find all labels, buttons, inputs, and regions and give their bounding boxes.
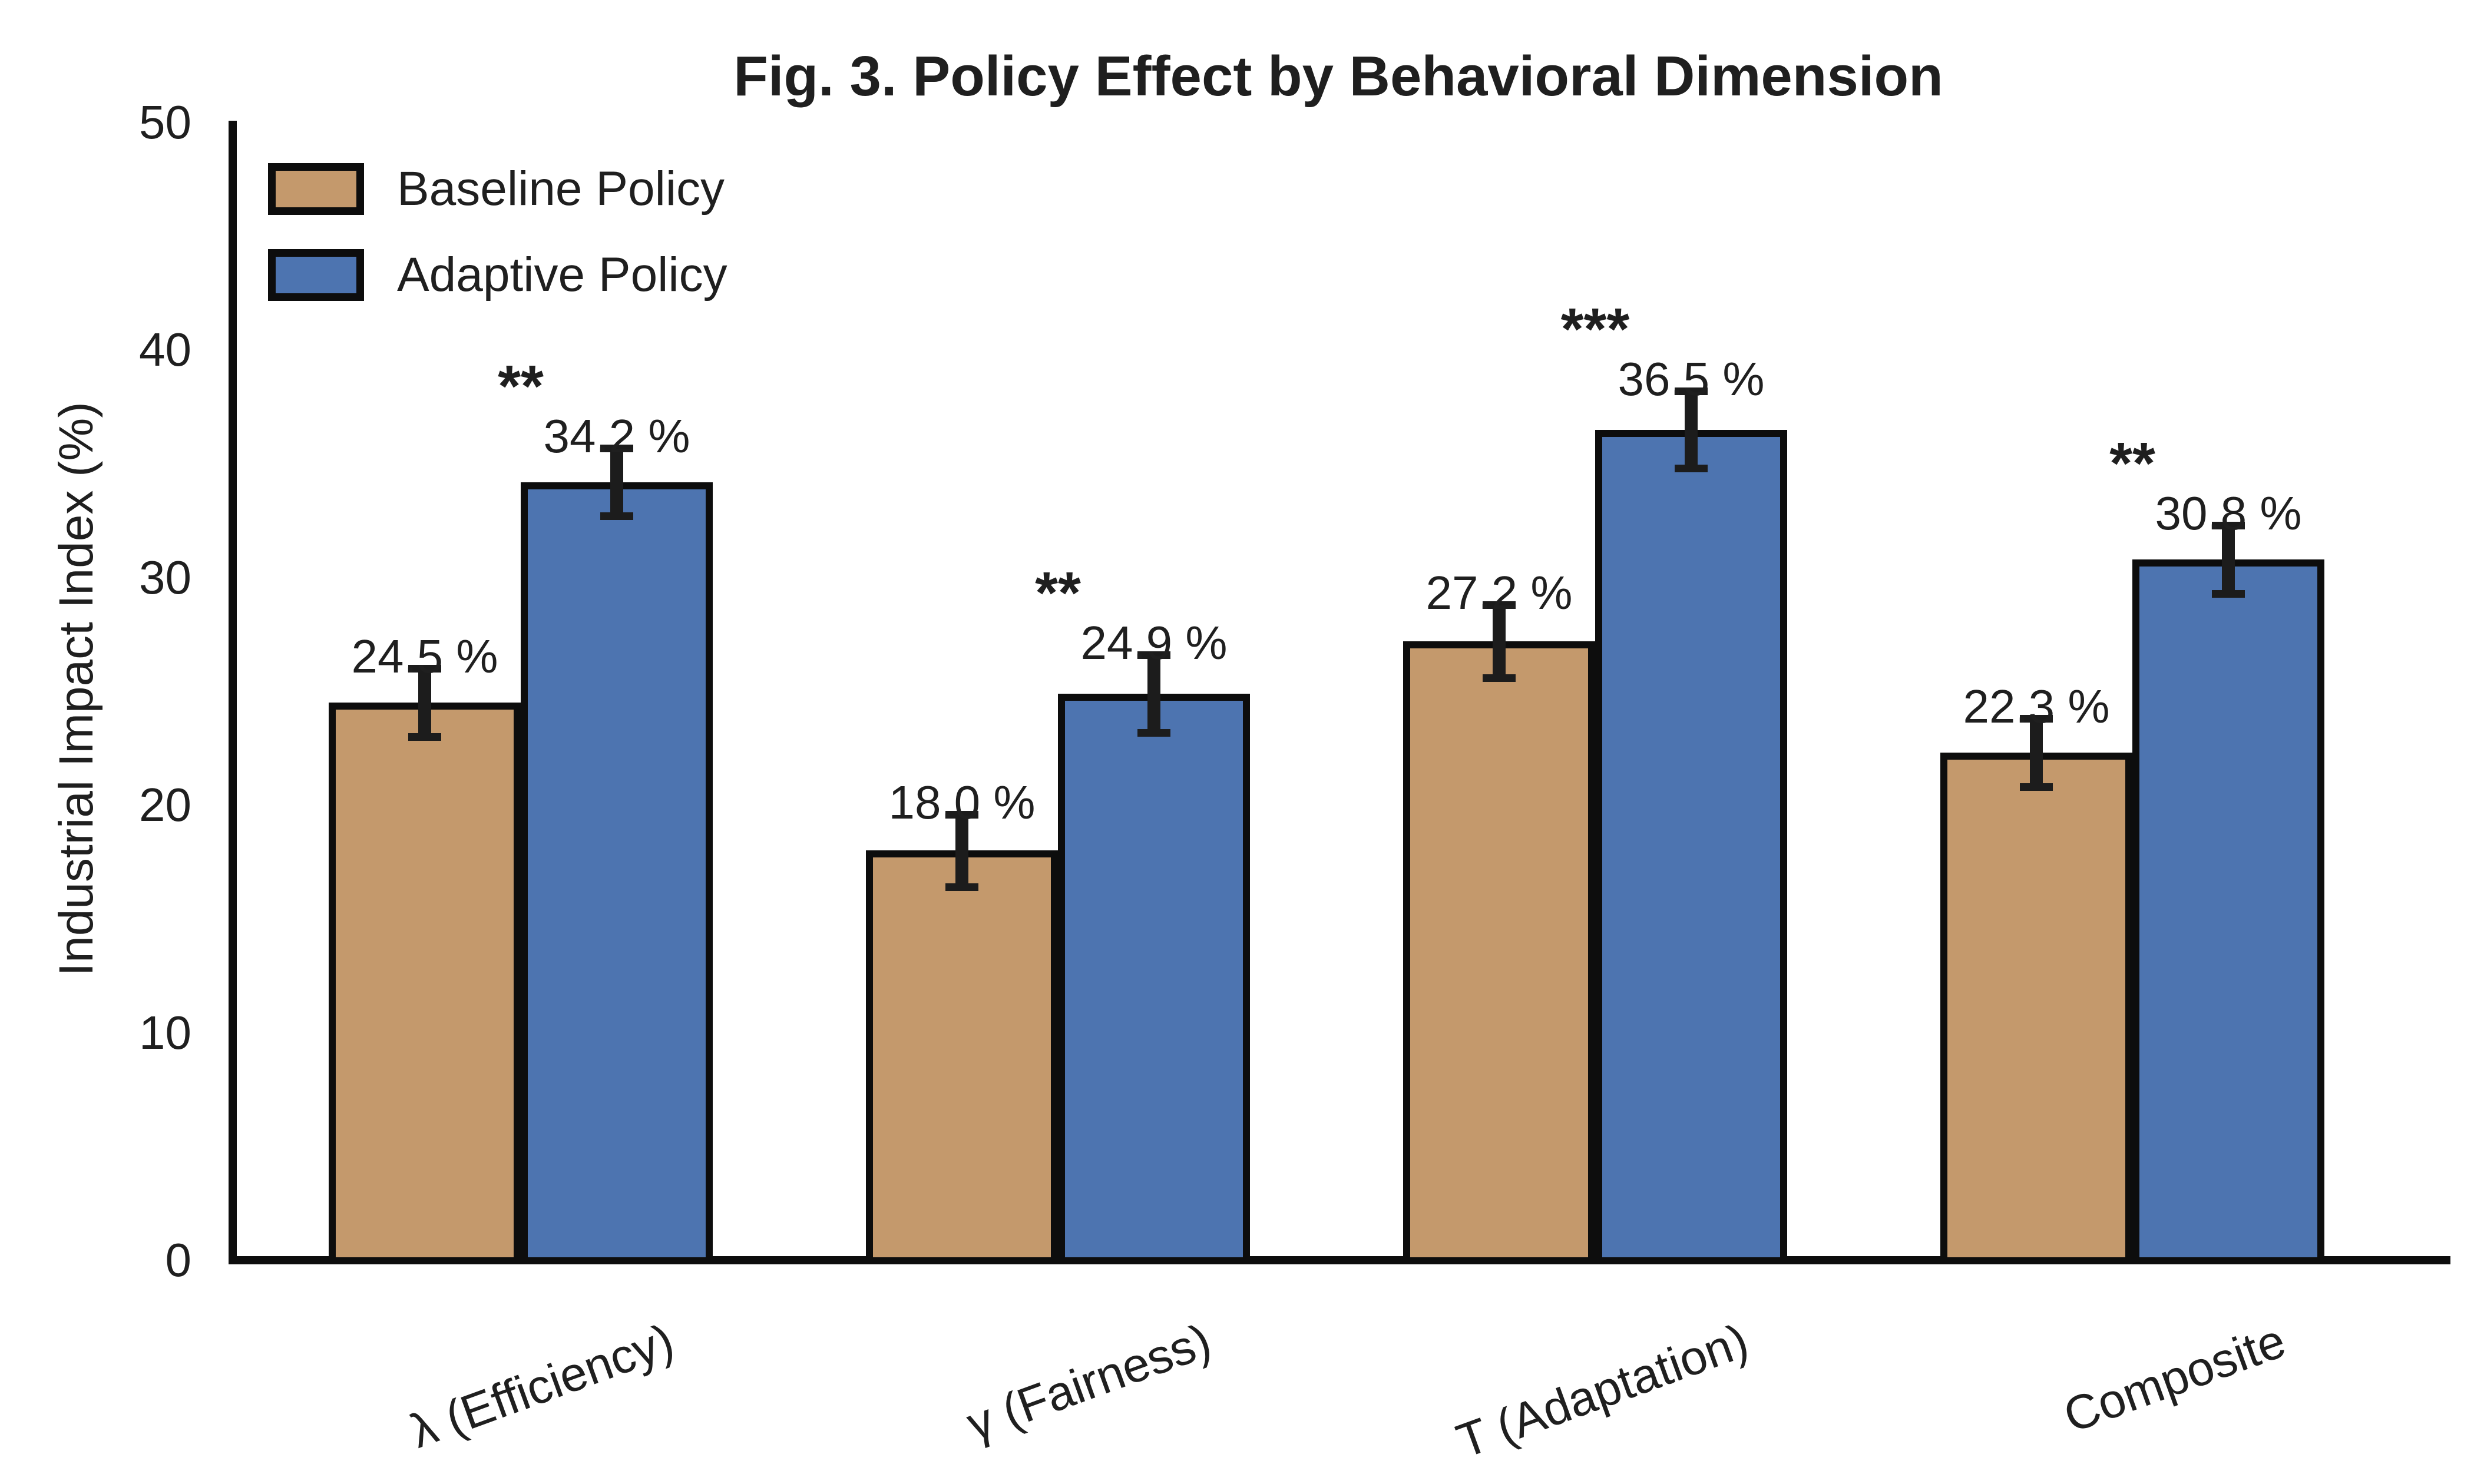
y-axis-spine — [229, 121, 237, 1264]
error-bar-cap — [1137, 651, 1170, 660]
legend-label-adaptive: Adaptive Policy — [396, 247, 727, 302]
value-label: 27.2 % — [1425, 567, 1573, 620]
error-bar — [2221, 525, 2235, 594]
legend-swatch-adaptive — [267, 249, 364, 301]
error-bar-cap — [2020, 783, 2053, 791]
error-bar — [1684, 390, 1698, 469]
baseline-bar — [328, 703, 521, 1264]
error-bar — [610, 448, 623, 516]
significance-stars: ** — [2109, 430, 2155, 496]
y-tick-label: 50 — [139, 96, 191, 148]
error-bar-cap — [1137, 728, 1170, 737]
error-bar — [1147, 655, 1160, 733]
value-label: 22.3 % — [1963, 680, 2110, 733]
legend-swatch-baseline — [267, 163, 364, 215]
error-bar-cap — [945, 810, 978, 819]
y-tick-label: 40 — [139, 323, 191, 376]
value-label: 30.8 % — [2155, 486, 2302, 539]
significance-stars: ** — [498, 353, 544, 419]
error-bar-cap — [1483, 674, 1516, 682]
x-tick-label: λ (Efficiency) — [403, 1313, 681, 1459]
value-label: 34.2 % — [543, 409, 690, 462]
value-label: 18.0 % — [888, 776, 1036, 829]
error-bar-cap — [945, 883, 978, 892]
error-bar-cap — [408, 733, 441, 741]
error-bar-cap — [600, 444, 633, 452]
y-tick-label: 30 — [139, 551, 191, 604]
baseline-bar — [1940, 753, 2132, 1264]
y-tick-label: 0 — [165, 1234, 191, 1286]
error-bar-cap — [408, 665, 441, 673]
legend-label-baseline: Baseline Policy — [396, 161, 725, 216]
error-bar — [2029, 718, 2043, 787]
adaptive-bar — [2132, 559, 2324, 1264]
x-tick-label: Composite — [2057, 1313, 2293, 1443]
error-bar-cap — [1675, 465, 1708, 473]
x-tick-label: γ (Fairness) — [960, 1313, 1218, 1452]
baseline-bar — [866, 850, 1058, 1264]
x-axis-spine — [229, 1256, 2450, 1264]
value-label: 24.9 % — [1080, 617, 1228, 670]
error-bar-cap — [2020, 715, 2053, 723]
error-bar — [418, 668, 431, 737]
value-label: 24.5 % — [351, 630, 498, 683]
significance-stars: *** — [1560, 296, 1630, 362]
chart-title: Fig. 3. Policy Effect by Behavioral Dime… — [733, 44, 1943, 108]
value-label: 36.5 % — [1618, 352, 1765, 405]
error-bar-cap — [600, 512, 633, 521]
error-bar-cap — [2212, 589, 2245, 598]
error-bar-cap — [2212, 521, 2245, 529]
adaptive-bar — [1057, 693, 1250, 1264]
error-bar — [955, 814, 968, 887]
x-tick-label: T (Adaptation) — [1450, 1313, 1755, 1469]
error-bar-cap — [1675, 387, 1708, 395]
error-bar-cap — [1483, 601, 1516, 610]
baseline-bar — [1403, 641, 1595, 1264]
y-tick-label: 20 — [139, 779, 191, 832]
y-tick-label: 10 — [139, 1006, 191, 1059]
adaptive-bar — [1595, 429, 1787, 1264]
significance-stars: ** — [1035, 560, 1081, 627]
adaptive-bar — [520, 482, 713, 1264]
error-bar — [1492, 605, 1506, 678]
